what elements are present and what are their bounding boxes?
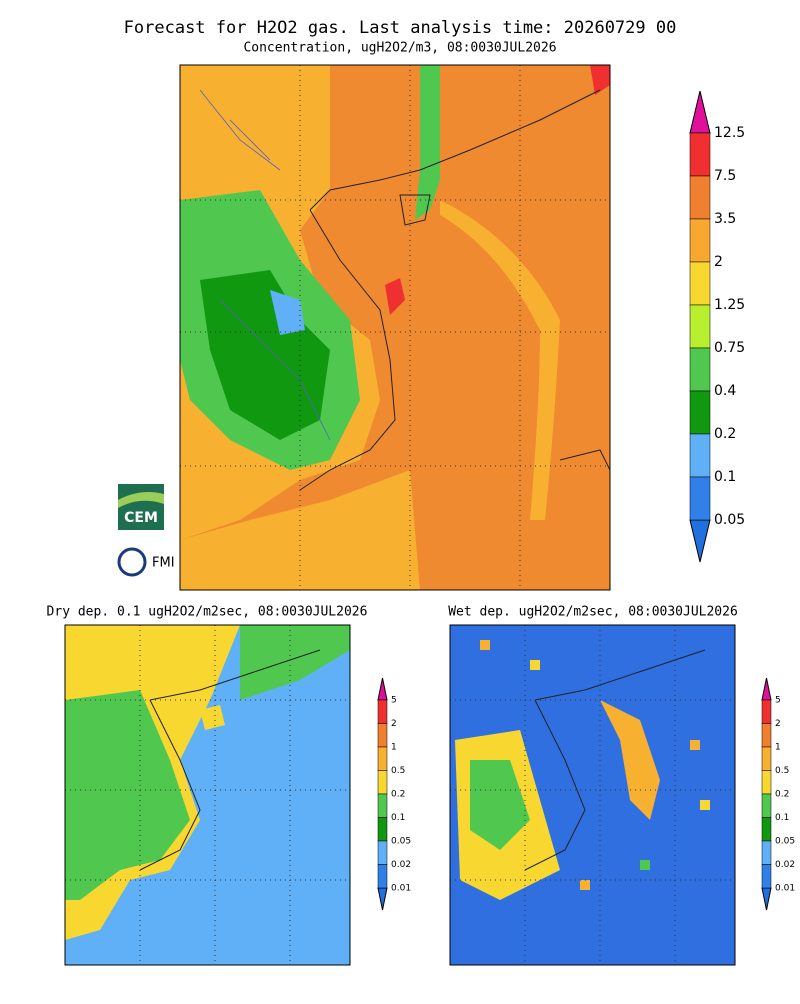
colorbar-segment: [377, 817, 388, 842]
colorbar-label: 0.75: [714, 340, 745, 356]
colorbar-label: 0.01: [391, 884, 411, 894]
colorbar-label: 0.1: [775, 813, 789, 823]
title: Forecast for H2O2 gas. Last analysis tim…: [124, 18, 677, 38]
colorbar-label: 5: [391, 696, 397, 706]
colorbar-label: 0.1: [714, 469, 736, 485]
colorbar-under: [761, 887, 772, 911]
colorbar-label: 0.05: [714, 512, 745, 528]
colorbar-label: 0.01: [775, 884, 795, 894]
colorbar-segment: [377, 864, 388, 889]
colorbar-label: 0.02: [775, 860, 795, 870]
colorbar-label: 7.5: [714, 168, 736, 184]
colorbar-segment: [377, 699, 388, 724]
colorbar-label: 0.2: [391, 790, 405, 800]
colorbar-over: [761, 677, 772, 701]
dry-map: [64, 624, 351, 966]
colorbar-segment: [689, 390, 711, 435]
panel-title: Wet dep. ugH2O2/m2sec, 08:0030JUL2026: [448, 605, 738, 620]
colorbar-segment: [761, 793, 772, 818]
logo-text: CEM: [124, 510, 158, 526]
colorbar-segment: [689, 261, 711, 306]
colorbar-under: [377, 887, 388, 911]
colorbar-label: 1: [391, 743, 397, 753]
colorbar-segment: [761, 864, 772, 889]
colorbar-label: 1.25: [714, 297, 745, 313]
colorbar-segment: [689, 304, 711, 349]
colorbar-label: 0.4: [714, 383, 736, 399]
main-map: [179, 64, 611, 591]
fmi-logo: FMI: [117, 547, 175, 577]
colorbar-segment: [689, 132, 711, 177]
wet-map: [449, 624, 736, 966]
colorbar-label: 1: [775, 743, 781, 753]
colorbar-segment: [689, 347, 711, 392]
colorbar-segment: [689, 433, 711, 478]
colorbar-label: 5: [775, 696, 781, 706]
colorbar-label: 3.5: [714, 211, 736, 227]
cem-logo: CEM: [118, 484, 164, 530]
colorbar-segment: [377, 746, 388, 771]
colorbar-label: 2: [391, 719, 397, 729]
panel-title: Dry dep. 0.1 ugH2O2/m2sec, 08:0030JUL202…: [47, 605, 368, 620]
colorbar-label: 0.5: [775, 766, 789, 776]
colorbar-label: 0.1: [391, 813, 405, 823]
colorbar-label: 0.05: [391, 837, 411, 847]
colorbar-segment: [377, 723, 388, 748]
colorbar-segment: [377, 793, 388, 818]
colorbar-segment: [689, 175, 711, 220]
colorbar-over: [689, 90, 711, 134]
colorbar-label: 0.2: [714, 426, 736, 442]
colorbar-segment: [377, 770, 388, 795]
colorbar-label: 12.5: [714, 125, 745, 141]
colorbar-under: [689, 519, 711, 563]
colorbar-label: 0.02: [391, 860, 411, 870]
colorbar-label: 0.2: [775, 790, 789, 800]
subtitle: Concentration, ugH2O2/m3, 08:0030JUL2026: [243, 41, 556, 56]
colorbar-segment: [761, 817, 772, 842]
colorbar-label: 0.5: [391, 766, 405, 776]
colorbar-segment: [761, 699, 772, 724]
colorbar-label: 2: [714, 254, 723, 270]
colorbar-segment: [689, 218, 711, 263]
colorbar-segment: [761, 723, 772, 748]
colorbar-label: 2: [775, 719, 781, 729]
colorbar-label: 0.05: [775, 837, 795, 847]
logo-text: FMI: [152, 556, 175, 571]
colorbar-segment: [761, 770, 772, 795]
colorbar-segment: [761, 746, 772, 771]
colorbar-segment: [689, 476, 711, 521]
colorbar-segment: [761, 840, 772, 865]
colorbar-over: [377, 677, 388, 701]
colorbar-segment: [377, 840, 388, 865]
